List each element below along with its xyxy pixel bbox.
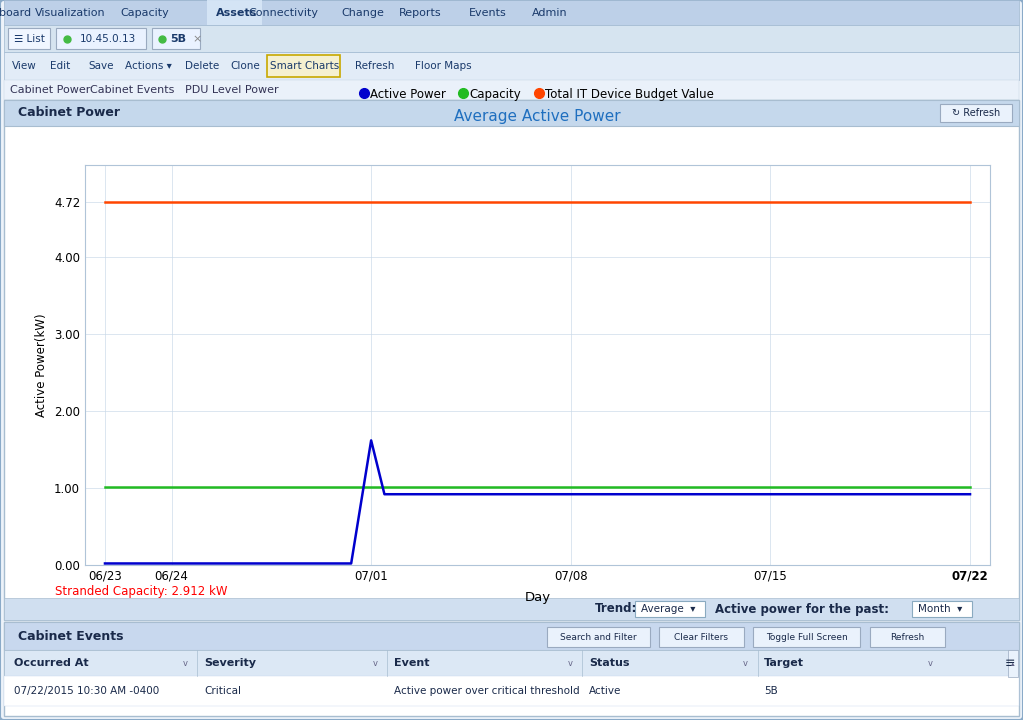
FancyBboxPatch shape [659,627,744,647]
Bar [4,0,1019,25]
Text: 10.45.0.13: 10.45.0.13 [80,34,136,44]
Bar [4,100,1019,126]
Text: Delete: Delete [185,61,219,71]
Text: Event: Event [394,658,430,668]
Text: Active: Active [589,686,621,696]
Text: PDU Level Power: PDU Level Power [185,85,278,95]
Text: v: v [568,659,573,667]
Text: Edit: Edit [50,61,71,71]
Text: Search and Filter: Search and Filter [561,632,636,642]
Text: Floor Maps: Floor Maps [415,61,472,71]
Bar [4,100,1019,620]
Text: 5B: 5B [764,686,777,696]
FancyBboxPatch shape [753,627,860,647]
Text: Actions ▾: Actions ▾ [125,61,172,71]
Text: v: v [372,659,377,667]
Text: Clone: Clone [230,61,260,71]
Text: Refresh: Refresh [355,61,395,71]
Text: Stranded Capacity: 2.912 kW: Stranded Capacity: 2.912 kW [55,585,227,598]
Text: Assets: Assets [217,8,258,18]
Text: ☰ List: ☰ List [13,34,44,44]
Text: Events: Events [470,8,506,18]
Text: View: View [12,61,37,71]
Bar [4,80,1019,100]
X-axis label: Day: Day [525,591,550,604]
Text: ×: × [192,34,202,44]
Text: Month  ▾: Month ▾ [918,604,963,614]
FancyBboxPatch shape [547,627,650,647]
Text: Admin: Admin [532,8,568,18]
Bar [4,598,1019,620]
Text: v: v [182,659,187,667]
FancyBboxPatch shape [911,601,972,617]
Text: Occurred At: Occurred At [14,658,89,668]
FancyBboxPatch shape [1008,650,1018,677]
Text: 07/22/2015 10:30 AM -0400: 07/22/2015 10:30 AM -0400 [14,686,160,696]
Text: Cabinet Events: Cabinet Events [90,85,174,95]
Bar [4,52,1019,80]
Y-axis label: Active Power(kW): Active Power(kW) [36,313,48,417]
FancyBboxPatch shape [870,627,945,647]
Text: Average  ▾: Average ▾ [640,604,696,614]
Bar [4,622,1019,650]
Text: Critical: Critical [204,686,241,696]
Text: 5B: 5B [170,34,186,44]
Text: Reports: Reports [399,8,441,18]
Text: Clear Filters: Clear Filters [674,632,728,642]
Text: Cabinet Events: Cabinet Events [18,629,124,642]
Text: Status: Status [589,658,629,668]
Bar [4,650,1019,676]
Title: Average Active Power: Average Active Power [454,109,621,124]
FancyBboxPatch shape [152,28,201,49]
Text: v: v [928,659,933,667]
Text: Change: Change [342,8,385,18]
Text: Smart Charts: Smart Charts [270,61,340,71]
Text: Target: Target [764,658,804,668]
FancyBboxPatch shape [8,28,50,49]
Text: Connectivity: Connectivity [248,8,318,18]
Text: Toggle Full Screen: Toggle Full Screen [765,632,847,642]
Text: Trend:: Trend: [595,603,637,616]
Legend: Active Power, Capacity, Total IT Device Budget Value: Active Power, Capacity, Total IT Device … [356,83,719,105]
Text: Active power over critical threshold: Active power over critical threshold [394,686,580,696]
Text: Cabinet Power: Cabinet Power [18,107,120,120]
Text: ↻ Refresh: ↻ Refresh [951,108,1000,118]
FancyBboxPatch shape [267,55,340,77]
Text: board: board [0,8,31,18]
Text: Save: Save [88,61,114,71]
Bar [207,0,262,25]
Bar [4,25,1019,52]
FancyBboxPatch shape [940,104,1012,122]
Text: v: v [743,659,748,667]
FancyBboxPatch shape [635,601,705,617]
FancyBboxPatch shape [56,28,146,49]
Text: Active power for the past:: Active power for the past: [715,603,889,616]
Text: Visualization: Visualization [35,8,105,18]
Text: ▴: ▴ [1012,661,1015,667]
Text: Capacity: Capacity [121,8,170,18]
Bar [4,622,1019,716]
Bar [4,676,1019,706]
Text: Refresh: Refresh [890,632,925,642]
Text: Severity: Severity [204,658,256,668]
Text: Cabinet Power: Cabinet Power [10,85,90,95]
Text: ≡: ≡ [1005,657,1015,670]
